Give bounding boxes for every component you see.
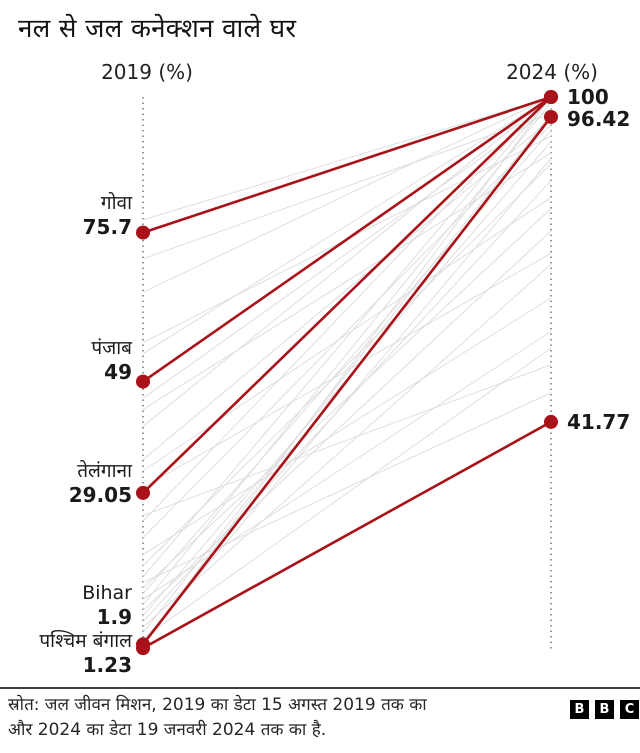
footer-divider xyxy=(0,687,640,689)
left-endpoint-dot xyxy=(136,485,150,500)
state-name: Bihar xyxy=(82,582,132,604)
highlight-slope-line xyxy=(142,420,552,650)
column-header-2019: 2019 (%) xyxy=(101,60,193,84)
background-slope-line xyxy=(142,96,552,578)
state-value-2019: 75.7 xyxy=(82,215,132,239)
background-slope-line xyxy=(142,96,552,293)
state-value-2019: 1.9 xyxy=(96,605,132,629)
right-value-100: 100 xyxy=(567,85,609,109)
source-line-2: और 2024 का डेटा 19 जनवरी 2024 तक का है. xyxy=(8,720,327,740)
source-note: स्रोत: जल जीवन मिशन, 2019 का डेटा 15 अगस… xyxy=(8,693,448,743)
source-line-1: स्रोत: जल जीवन मिशन, 2019 का डेटा 15 अगस… xyxy=(8,695,427,715)
background-slope-line xyxy=(142,96,552,355)
background-slope-line xyxy=(142,124,552,539)
highlight-slope-line xyxy=(142,95,552,234)
background-slope-line xyxy=(142,96,552,221)
background-slope-line xyxy=(142,392,552,583)
highlight-slope-line xyxy=(141,116,553,646)
background-slope-line xyxy=(142,102,552,606)
column-header-2024: 2024 (%) xyxy=(506,60,598,84)
page-title: नल से जल कनेक्शन वाले घर xyxy=(18,14,297,44)
slope-chart xyxy=(136,90,558,656)
background-slope-line xyxy=(142,96,552,427)
background-slope-line xyxy=(142,130,552,594)
background-slope-line xyxy=(142,180,552,622)
state-name: तेलंगाना xyxy=(77,460,132,482)
left-endpoint-dot xyxy=(136,374,150,389)
right-endpoint-dot xyxy=(544,90,558,104)
state-label-west-bengal: पश्चिम बंगाल 1.23 xyxy=(6,629,132,677)
state-name: पंजाब xyxy=(91,337,132,359)
state-value-2019: 1.23 xyxy=(82,653,132,677)
background-slope-line xyxy=(142,152,552,410)
background-slope-line xyxy=(142,230,552,611)
state-name: पश्चिम बंगाल xyxy=(39,630,132,652)
background-slope-line xyxy=(142,107,552,399)
bbc-logo-letter: B xyxy=(595,700,614,719)
bbc-logo: B B C xyxy=(570,700,639,719)
highlight-slope-line xyxy=(142,96,552,494)
state-label-bihar: Bihar 1.9 xyxy=(6,581,132,629)
state-name: गोवा xyxy=(100,192,132,214)
bbc-logo-letter: B xyxy=(570,700,589,719)
background-slope-line xyxy=(142,264,552,628)
right-value-41-77: 41.77 xyxy=(567,410,631,434)
left-endpoint-dot xyxy=(136,641,150,656)
background-slope-line xyxy=(142,364,552,516)
background-slope-line xyxy=(142,113,552,633)
background-slope-line xyxy=(142,113,552,260)
background-slope-line xyxy=(142,208,552,589)
background-slope-line xyxy=(142,96,552,522)
state-label-punjab: पंजाब 49 xyxy=(6,336,132,384)
bbc-logo-letter: C xyxy=(620,700,639,719)
state-value-2019: 29.05 xyxy=(68,483,132,507)
highlight-slope-line xyxy=(142,95,552,383)
state-value-2019: 49 xyxy=(104,360,132,384)
left-endpoint-dot xyxy=(136,225,150,240)
right-endpoint-dot xyxy=(544,109,558,124)
background-slope-line xyxy=(142,158,552,642)
state-label-telangana: तेलंगाना 29.05 xyxy=(6,459,132,507)
background-slope-line xyxy=(142,163,552,567)
background-slope-line xyxy=(142,347,552,639)
background-slope-line xyxy=(142,297,552,555)
background-slope-line xyxy=(142,96,552,645)
background-slope-line xyxy=(142,118,552,461)
state-label-goa: गोवा 75.7 xyxy=(6,191,132,239)
right-endpoint-dot xyxy=(544,414,558,429)
right-value-96-42: 96.42 xyxy=(567,107,631,131)
